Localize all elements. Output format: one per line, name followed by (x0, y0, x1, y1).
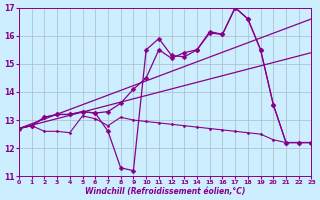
X-axis label: Windchill (Refroidissement éolien,°C): Windchill (Refroidissement éolien,°C) (85, 187, 245, 196)
